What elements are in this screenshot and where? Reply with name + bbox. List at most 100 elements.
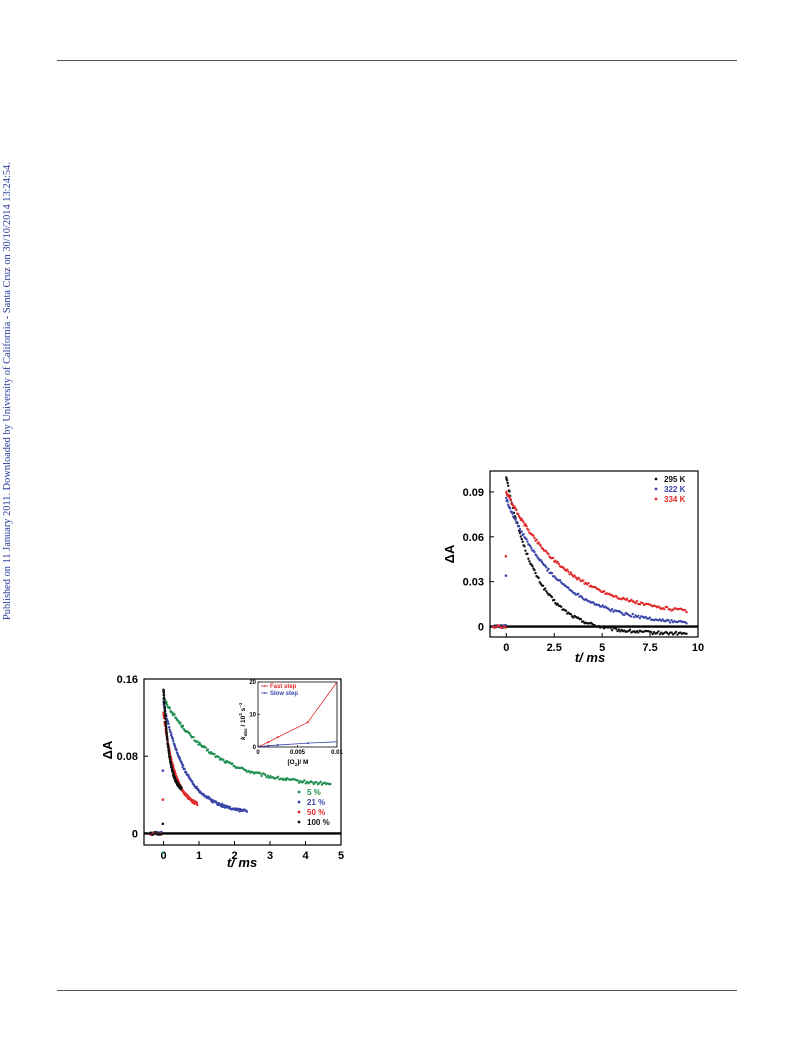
data-point [535, 554, 538, 557]
data-point [524, 523, 527, 526]
data-point [520, 537, 523, 541]
data-point [494, 626, 498, 629]
data-point [168, 758, 172, 761]
data-point [260, 774, 263, 778]
data-point [670, 618, 673, 622]
data-point [161, 798, 165, 801]
data-point [166, 736, 169, 740]
data-point [173, 713, 176, 716]
data-point [650, 630, 653, 634]
x-tick-label: 2.5 [547, 642, 562, 654]
legend-label: 322 K [664, 485, 686, 494]
data-point [540, 560, 544, 564]
data-point [228, 805, 232, 809]
data-point [634, 601, 637, 605]
data-point [674, 630, 678, 634]
data-point [164, 722, 168, 725]
data-point [541, 547, 545, 551]
data-point [192, 735, 195, 739]
data-point [602, 590, 606, 593]
download-watermark-text: Published on 11 January 2011. Downloaded… [2, 162, 13, 620]
data-point [564, 609, 568, 613]
x-tick-label: 10 [692, 642, 704, 654]
inset-y-tick-label: 20 [249, 680, 256, 686]
data-point [556, 560, 559, 564]
data-point [266, 774, 270, 778]
data-point [510, 510, 513, 513]
legend-marker [297, 790, 301, 794]
data-point [198, 741, 201, 744]
legend-label: 100 % [307, 818, 330, 827]
data-point [533, 536, 536, 540]
data-point [160, 832, 163, 836]
data-point [506, 500, 509, 503]
data-point [547, 567, 550, 571]
data-point [245, 810, 249, 814]
y-tick-label: 0.06 [463, 532, 484, 544]
inset-data-point [267, 741, 270, 744]
data-point [172, 739, 175, 743]
legend-marker [297, 810, 301, 814]
data-point [545, 566, 548, 569]
data-point [173, 745, 177, 749]
data-point [180, 785, 183, 789]
data-point [668, 621, 672, 624]
data-point [527, 557, 530, 560]
figure-o2-decay: ΔA 0 0.08 0.16 0 1 2 3 4 5 5 %21 %50 %100 % t/ … [100, 674, 344, 870]
y-tick-label: 0 [478, 622, 484, 634]
header-rule [57, 60, 737, 61]
data-point [665, 605, 669, 609]
legend-marker [654, 497, 658, 501]
data-point [635, 600, 639, 603]
data-point [587, 582, 590, 585]
data-point [525, 537, 528, 541]
data-point [518, 527, 522, 531]
data-point [504, 623, 507, 627]
data-point [504, 574, 508, 577]
data-point [546, 591, 549, 595]
data-point [541, 584, 545, 587]
data-point [560, 605, 563, 608]
data-point [550, 595, 554, 599]
data-point [167, 722, 170, 725]
data-point [195, 785, 199, 789]
data-point [520, 530, 523, 533]
data-point [507, 484, 510, 487]
data-point [574, 576, 578, 579]
data-point [167, 746, 170, 749]
series-334-k [491, 490, 688, 630]
data-point [177, 720, 180, 723]
data-point [628, 628, 632, 631]
data-point [683, 608, 687, 612]
data-point [523, 545, 526, 548]
data-point [663, 608, 666, 611]
data-point [166, 720, 170, 723]
data-point [504, 554, 508, 558]
data-point [165, 730, 168, 733]
data-point [539, 544, 543, 548]
data-point [526, 552, 529, 556]
data-point [161, 851, 165, 855]
data-point [569, 612, 573, 616]
data-point [638, 603, 642, 606]
legend-marker [297, 800, 301, 804]
data-point [169, 730, 172, 734]
data-point [166, 743, 170, 746]
data-point [511, 504, 515, 507]
data-point [163, 705, 166, 709]
data-point [665, 631, 669, 635]
data-point [551, 556, 555, 560]
data-point [625, 597, 629, 600]
data-point [644, 615, 647, 619]
inset-legend-label: Fast step [270, 684, 297, 690]
data-point [522, 521, 525, 524]
series-100- [148, 688, 183, 837]
data-point [570, 573, 574, 576]
data-point [667, 619, 670, 622]
data-point [312, 782, 316, 786]
data-point [577, 592, 580, 596]
legend: 5 %21 %50 %100 % [297, 788, 330, 827]
series-322-k [491, 496, 688, 630]
data-point [619, 630, 622, 633]
